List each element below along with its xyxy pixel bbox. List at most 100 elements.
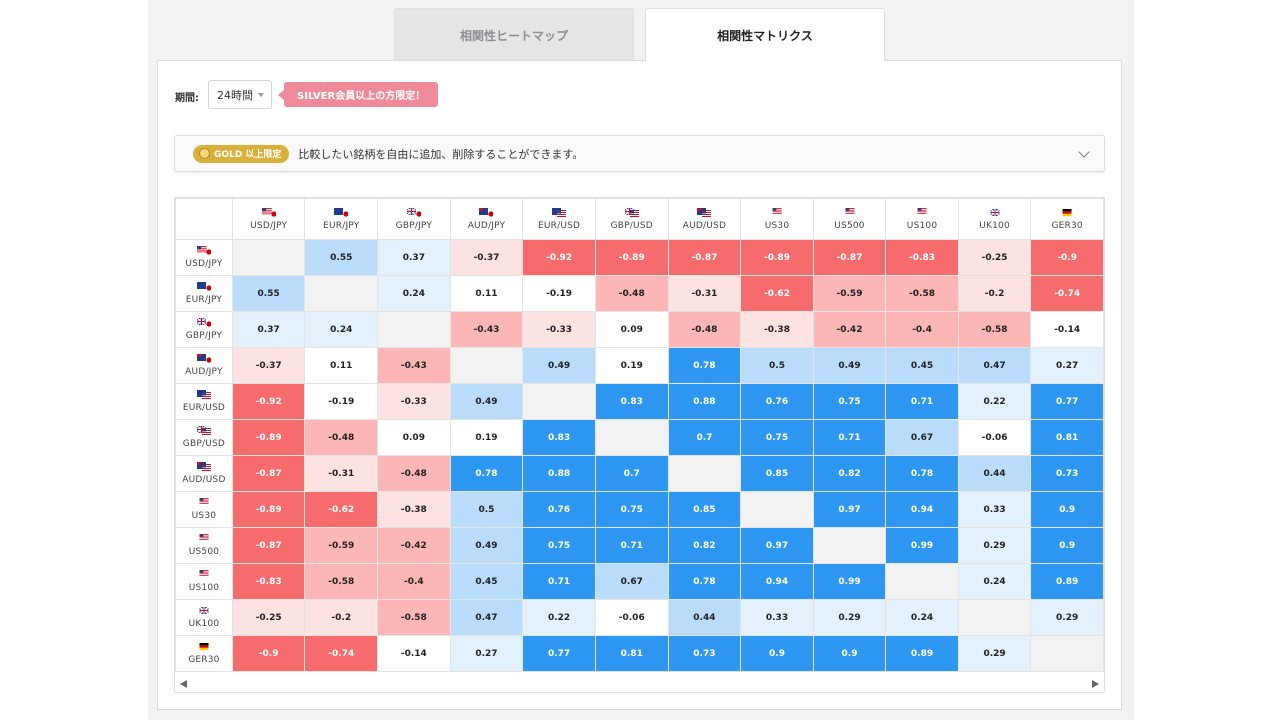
matrix-cell: -0.92 [522,239,596,276]
matrix-cell: -0.62 [740,275,814,312]
row-header-label: USD/JPY [185,259,223,269]
matrix-cell: 0.24 [377,275,451,312]
matrix-row: US100 -0.83 -0.58 -0.4 0.45 0.71 0.67 0.78 0.94 0… [175,563,1104,600]
tab-bar: 相関性ヒートマップ 相関性マトリクス [394,8,886,62]
matrix-cell: -0.43 [377,347,451,384]
matrix-cell: -0.83 [231,563,306,600]
matrix-cell: 0.71 [885,383,959,420]
matrix-cell: 0.09 [594,311,669,348]
gold-coin-icon [199,148,210,159]
matrix-row: UK100 -0.25 -0.2 -0.58 0.47 0.22 -0.06 0.44 0.33… [175,599,1104,636]
matrix-row: US30 -0.89 -0.62 -0.38 0.5 0.76 0.75 0.85 0.97 0.… [175,491,1104,528]
matrix-cell-diagonal [594,419,669,456]
matrix-cell: -0.87 [667,239,742,276]
column-header-label: GER30 [1051,220,1083,231]
matrix-cell: 0.77 [522,635,596,672]
matrix-cell: 0.7 [667,419,742,456]
us-flag-icon [814,207,886,217]
row-header-label: AUD/USD [182,475,226,485]
matrix-cell: 0.97 [812,491,887,528]
matrix-cell: -0.25 [957,239,1032,276]
matrix-cell: 0.44 [667,599,742,636]
correlation-matrix-container[interactable]: USD/JPY EUR/JPY GBP/JPY AUD/JPY EUR/USD GBP/U… [174,197,1105,693]
matrix-cell-diagonal [304,275,379,312]
scroll-left-icon[interactable] [180,680,187,688]
matrix-cell-diagonal [885,563,959,600]
matrix-cell: 0.88 [522,455,596,492]
matrix-cell: -0.48 [377,455,451,492]
gb-flag-icon [959,207,1031,217]
matrix-cell: 0.83 [522,419,596,456]
matrix-cell-diagonal [377,311,451,348]
row-header-usd-jpy: USD/JPY [175,239,233,276]
column-header-label: GBP/USD [610,220,653,231]
row-header-label: GER30 [188,655,220,665]
us-flag-icon [741,207,812,217]
row-header-label: EUR/JPY [185,295,223,305]
row-header-us30: US30 [175,491,233,528]
eu-jp-flag-icon [176,282,232,291]
matrix-cell: 0.33 [740,599,814,636]
scroll-right-icon[interactable] [1092,680,1099,688]
column-header-label: US100 [906,220,938,231]
eu-us-flag-icon [176,390,232,399]
matrix-cell: -0.2 [304,599,379,636]
row-header-eur-jpy: EUR/JPY [175,275,233,312]
matrix-cell: 0.11 [304,347,379,384]
matrix-cell: -0.89 [231,419,306,456]
matrix-cell: 0.67 [885,419,959,456]
gold-badge: GOLD 以上限定 [193,144,290,163]
column-header-uk100: UK100 [957,198,1032,240]
matrix-cell: 0.73 [1030,455,1104,492]
row-header-label: AUD/JPY [185,367,223,377]
matrix-cell: -0.06 [594,599,669,636]
period-select[interactable]: 24時間 [208,80,272,109]
gb-jp-flag-icon [378,207,450,217]
matrix-cell: 0.99 [885,527,959,564]
column-header-label: EUR/USD [537,220,581,231]
matrix-cell: 0.78 [885,455,959,492]
matrix-cell-diagonal [812,527,887,564]
matrix-cell: -0.74 [304,635,379,672]
column-header-label: GBP/JPY [395,220,433,231]
chevron-down-icon[interactable] [1078,146,1090,158]
matrix-cell: -0.58 [885,275,959,312]
matrix-cell: 0.71 [594,527,669,564]
matrix-row: GBP/USD -0.89 -0.48 0.09 0.19 0.83 0.7 0.75 0.71… [175,419,1104,456]
row-header-gbp-jpy: GBP/JPY [175,311,233,348]
chevron-down-icon [258,93,264,97]
gb-jp-flag-icon [176,318,232,327]
matrix-cell: 0.24 [957,563,1032,600]
horizontal-scrollbar[interactable] [174,676,1105,691]
tab-matrix[interactable]: 相関性マトリクス [645,8,885,62]
matrix-cell-diagonal [449,347,524,384]
matrix-cell: 0.5 [449,491,524,528]
us-flag-icon [176,570,232,579]
matrix-cell: 0.24 [304,311,379,348]
matrix-cell: 0.75 [522,527,596,564]
de-flag-icon [176,642,232,651]
matrix-cell: -0.06 [957,419,1032,456]
row-header-label: US100 [188,583,220,593]
matrix-cell: -0.2 [957,275,1032,312]
au-jp-flag-icon [451,207,523,217]
matrix-cell-diagonal [522,383,596,420]
matrix-row: EUR/JPY 0.55 0.24 0.11 -0.19 -0.48 -0.31 -0.62-… [175,275,1104,312]
matrix-cell: 0.49 [812,347,887,384]
matrix-cell: -0.9 [231,635,306,672]
tab-heatmap[interactable]: 相関性ヒートマップ [394,8,634,61]
matrix-cell: -0.58 [304,563,379,600]
matrix-row: US500 -0.87 -0.59 -0.42 0.49 0.75 0.71 0.82 0.97… [175,527,1104,564]
matrix-cell: 0.9 [740,635,814,672]
matrix-cell: -0.31 [667,275,742,312]
row-header-aud-usd: AUD/USD [175,455,233,492]
matrix-cell: -0.25 [231,599,306,636]
column-header-label: US30 [764,220,790,231]
gold-feature-accordion[interactable]: GOLD 以上限定 比較したい銘柄を自由に追加、削除することができます。 [174,135,1105,172]
matrix-row: GBP/JPY 0.37 0.24 -0.43 -0.33 0.09 -0.48 -0.38-… [175,311,1104,348]
column-header-label: UK100 [979,220,1010,231]
matrix-cell: 0.78 [667,563,742,600]
row-header-us500: US500 [175,527,233,564]
matrix-cell: 0.19 [594,347,669,384]
column-header-label: EUR/JPY [323,220,360,231]
